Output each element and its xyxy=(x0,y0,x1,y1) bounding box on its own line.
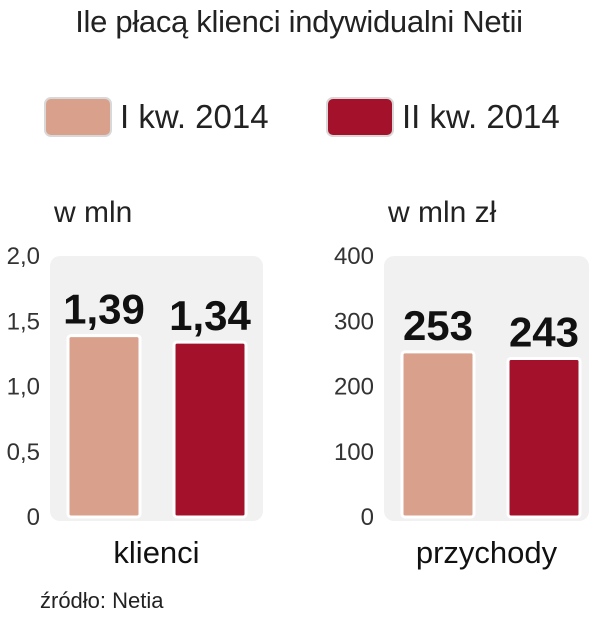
unit-label-klienci: w mln xyxy=(54,196,133,229)
data-label: 1,39 xyxy=(63,286,145,333)
source-note: źródło: Netia xyxy=(40,588,164,613)
data-label: 243 xyxy=(509,308,579,355)
y-tick-label: 400 xyxy=(334,243,374,270)
bar-q1 xyxy=(400,350,476,519)
legend-label-q2: II kw. 2014 xyxy=(402,98,560,135)
legend-swatch-q1 xyxy=(44,97,112,137)
chart-title: Ile płacą klienci indywidualni Netii xyxy=(75,4,523,39)
y-tick-label: 300 xyxy=(334,308,374,335)
data-label: 253 xyxy=(403,302,473,349)
category-label: klienci xyxy=(113,535,199,570)
y-tick-label: 1,5 xyxy=(7,308,40,335)
legend-item-q1: I kw. 2014 xyxy=(44,94,269,140)
bar-q2 xyxy=(172,340,248,519)
y-tick-label: 0,5 xyxy=(7,439,40,466)
y-tick-label: 0 xyxy=(361,504,374,531)
y-tick-label: 100 xyxy=(334,439,374,466)
y-tick-label: 200 xyxy=(334,374,374,401)
y-tick-label: 2,0 xyxy=(7,243,40,270)
unit-label-przychody: w mln zł xyxy=(388,196,497,229)
data-label: 1,34 xyxy=(169,292,251,339)
category-label: przychody xyxy=(416,535,558,570)
y-tick-label: 1,0 xyxy=(7,374,40,401)
y-tick-label: 0 xyxy=(27,504,40,531)
legend-label-q1: I kw. 2014 xyxy=(120,98,269,135)
legend-item-q2: II kw. 2014 xyxy=(326,94,560,140)
bar-q2 xyxy=(506,356,582,519)
bar-q1 xyxy=(66,334,142,519)
legend-swatch-q2 xyxy=(326,97,394,137)
